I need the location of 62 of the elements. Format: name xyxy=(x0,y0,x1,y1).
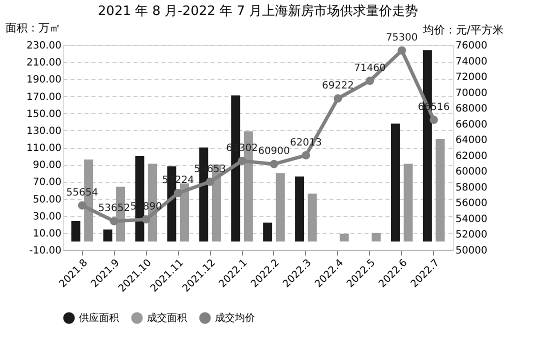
y2-tick-label: 54000 xyxy=(456,214,488,225)
data-label: 60900 xyxy=(258,146,290,158)
bar xyxy=(436,138,445,242)
point xyxy=(270,160,278,168)
bar xyxy=(276,173,285,242)
point xyxy=(430,116,438,124)
point xyxy=(142,215,150,224)
bar xyxy=(404,164,413,242)
point xyxy=(398,46,406,55)
bar xyxy=(180,183,189,242)
y-tick-label: 30.00 xyxy=(32,211,62,222)
bar xyxy=(295,176,304,242)
y2-tick-label: 74000 xyxy=(456,56,488,68)
bar xyxy=(308,194,317,242)
y-tick-label: 210.00 xyxy=(26,58,62,69)
y-axis-title: 面积：万㎡ xyxy=(6,22,60,34)
point xyxy=(334,94,342,103)
y-tick-label: 130.00 xyxy=(26,126,62,137)
y2-tick-label: 70000 xyxy=(456,88,488,99)
point xyxy=(366,76,374,85)
legend-label: 成交均价 xyxy=(215,312,255,324)
y-tick-label: 90.00 xyxy=(32,160,62,172)
point xyxy=(238,156,246,166)
y2-tick-label: 64000 xyxy=(456,135,488,146)
y2-tick-label: 72000 xyxy=(456,72,488,84)
bar xyxy=(103,230,112,242)
chart-title: 2021 年 8 月-2022 年 7 月上海新房市场供求量价走势 xyxy=(98,3,418,19)
y-tick-label: 70.00 xyxy=(32,177,62,188)
y2-axis-title: 均价：元/平方米 xyxy=(422,24,504,36)
point xyxy=(302,151,310,160)
legend-label: 供应面积 xyxy=(79,312,119,324)
bar xyxy=(340,234,349,242)
y-tick-label: 10.00 xyxy=(32,228,62,240)
y-tick-label: -10.00 xyxy=(29,246,62,256)
legend-label: 成交面积 xyxy=(147,312,187,324)
y2-tick-label: 56000 xyxy=(456,198,488,210)
point xyxy=(78,201,86,210)
bar xyxy=(71,220,80,242)
y-tick-label: 230.00 xyxy=(26,40,62,52)
y2-tick-label: 62000 xyxy=(456,150,488,162)
data-label: 69222 xyxy=(322,80,354,92)
y2-tick-label: 66000 xyxy=(456,119,488,130)
y2-tick-label: 50000 xyxy=(456,246,488,256)
y2-tick-label: 68000 xyxy=(456,104,488,115)
y-tick-label: 50.00 xyxy=(32,194,62,206)
point xyxy=(110,217,118,226)
y-tick-label: 170.00 xyxy=(26,92,62,103)
point xyxy=(206,178,214,186)
y-tick-label: 150.00 xyxy=(26,108,62,120)
y2-tick-label: 60000 xyxy=(456,166,488,178)
bar xyxy=(390,124,400,242)
data-label: 75300 xyxy=(386,32,418,44)
data-label: 53652 xyxy=(98,203,130,214)
data-label: 55654 xyxy=(66,187,98,198)
point xyxy=(174,188,182,198)
y-tick-label: 190.00 xyxy=(26,74,62,86)
y2-tick-label: 58000 xyxy=(456,182,488,194)
y2-tick-label: 52000 xyxy=(456,230,488,241)
bar xyxy=(263,222,272,242)
y-tick-label: 110.00 xyxy=(26,143,62,154)
y2-tick-label: 76000 xyxy=(456,40,488,52)
bar xyxy=(372,232,381,242)
